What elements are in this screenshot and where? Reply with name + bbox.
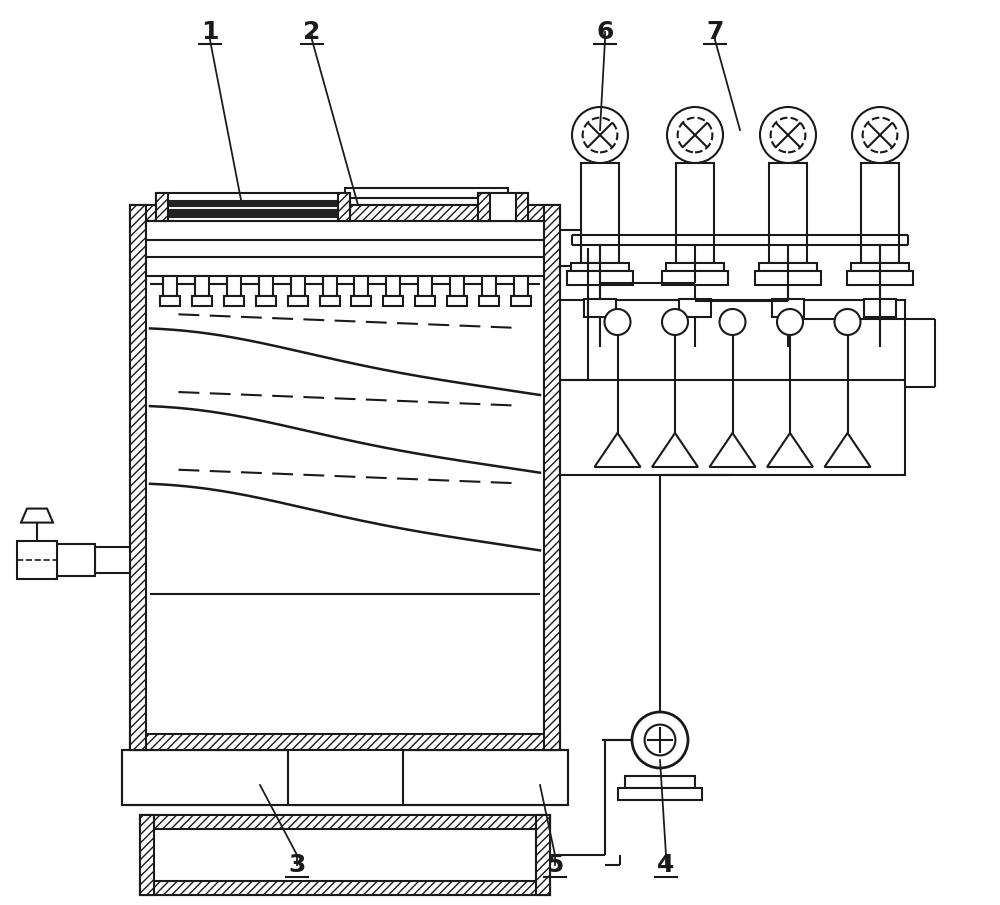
Bar [581,163,619,263]
Bar [122,750,568,805]
Text: 3: 3 [288,853,306,877]
Polygon shape [21,509,53,522]
Bar [259,276,273,296]
Bar [544,205,560,750]
Bar [383,296,403,306]
Bar [514,276,528,296]
Bar [679,299,711,317]
Circle shape [720,309,746,335]
Bar [847,271,913,285]
Bar [676,163,714,263]
Text: 2: 2 [303,20,321,44]
Bar [130,734,560,750]
Bar [323,276,337,296]
Bar [224,296,244,306]
Bar [478,193,490,221]
Bar [288,750,402,805]
Bar [418,276,432,296]
Bar [192,296,212,306]
Polygon shape [652,433,698,467]
Bar [511,296,531,306]
Bar [95,547,130,573]
Circle shape [583,118,617,152]
Polygon shape [594,433,640,467]
Circle shape [632,712,688,768]
Bar [140,815,550,895]
Bar [666,263,724,271]
Bar [17,540,57,578]
Bar [57,544,95,576]
Bar [759,263,817,271]
Bar [772,299,804,317]
Bar [354,276,368,296]
Circle shape [760,107,816,163]
Polygon shape [767,433,813,467]
Text: 7: 7 [706,20,724,44]
Circle shape [662,309,688,335]
Bar [769,163,807,263]
Bar [625,776,695,788]
Bar [478,193,528,221]
Bar [861,163,899,263]
Text: 4: 4 [657,853,675,877]
Bar [130,205,560,750]
Bar [140,881,550,895]
Bar [516,193,528,221]
Text: 5: 5 [546,853,564,877]
Bar [146,221,544,276]
Bar [288,296,308,306]
Bar [351,296,371,306]
Circle shape [678,118,712,152]
Bar [536,815,550,895]
Bar [130,205,560,221]
Bar [864,299,896,317]
Bar [571,263,629,271]
Bar [851,263,909,271]
Bar [227,276,241,296]
Circle shape [834,309,860,335]
Circle shape [771,118,805,152]
Bar [291,276,305,296]
Bar [479,296,499,306]
Bar [338,193,350,221]
Bar [618,788,702,800]
Bar [584,299,616,317]
Bar [163,276,177,296]
Text: 1: 1 [201,20,219,44]
Bar [755,271,821,285]
Bar [560,231,588,266]
Circle shape [667,107,723,163]
Bar [146,221,544,734]
Bar [160,296,180,306]
Polygon shape [824,433,870,467]
Circle shape [863,118,897,152]
Bar [447,296,467,306]
Circle shape [777,309,803,335]
Circle shape [645,725,675,756]
Bar [386,276,400,296]
Bar [344,188,508,198]
Bar [560,300,905,475]
Polygon shape [710,433,756,467]
Bar [195,276,209,296]
Circle shape [572,107,628,163]
Bar [140,815,550,829]
Bar [450,276,464,296]
Bar [140,815,154,895]
Bar [156,193,350,221]
Circle shape [604,309,631,335]
Circle shape [852,107,908,163]
Bar [170,201,336,206]
Bar [662,271,728,285]
Bar [156,193,168,221]
Bar [320,296,340,306]
Text: 6: 6 [596,20,614,44]
Bar [482,276,496,296]
Bar [256,296,276,306]
Bar [415,296,435,306]
Bar [170,210,336,217]
Bar [567,271,633,285]
Bar [130,205,146,750]
